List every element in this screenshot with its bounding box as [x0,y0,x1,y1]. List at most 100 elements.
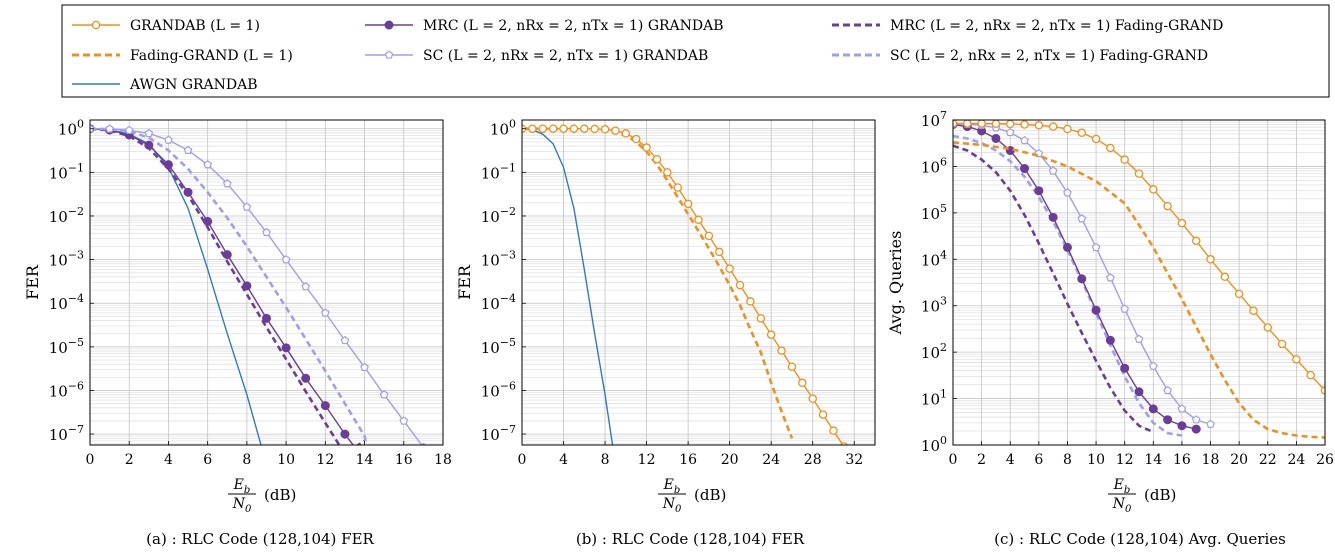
data-point-grandab_l1 [652,154,662,164]
data-point-grandab_l1 [977,120,986,128]
series-group [90,124,446,490]
x-tick-label: 2 [125,452,134,468]
data-point-mrc_grandab [380,482,388,490]
data-point-mrc_grandab [301,373,311,383]
data-point-sc_grandab [1134,334,1144,343]
data-point-grandab_l1 [1177,218,1187,228]
data-point-grandab_l1 [1120,155,1129,164]
data-point-grandab_l1 [1292,355,1301,364]
data-point-sc_grandab [301,282,311,291]
data-point-grandab_l1 [1106,143,1115,153]
legend-entry-grandab_l1: GRANDAB (L = 1) [72,18,260,34]
x-tick-label: 28 [804,452,822,468]
data-point-sc_grandab [164,135,173,144]
data-point-sc_grandab [124,125,134,134]
data-point-grandab_l1 [756,314,766,323]
data-point-sc_grandab [1048,166,1058,175]
data-point-mrc_grandab [1105,335,1115,345]
data-point-mrc_grandab [320,401,330,411]
legend-swatch-marker [91,20,101,30]
data-point-sc_grandab [1206,419,1215,428]
x-tick-label: 8 [242,452,251,468]
plot-area-frame [952,119,1326,446]
data-point-grandab_l1 [1163,201,1172,211]
data-point-mrc_grandab [1177,421,1187,431]
data-point-grandab_l1 [569,124,579,133]
data-point-grandab_l1 [538,124,548,133]
x-tick-label: 4 [164,452,173,468]
data-point-grandab_l1 [1034,121,1044,130]
data-point-mrc_grandab [262,313,271,323]
y-tick-label: 105 [921,202,947,223]
data-point-mrc_grandab [1134,387,1144,397]
data-point-sc_grandab [1063,188,1072,197]
x-tick-label: 14 [356,452,374,468]
data-point-grandab_l1 [631,134,641,144]
data-point-sc_grandab [1191,415,1201,424]
y-axis-label: FER [455,264,474,300]
series-group [953,120,1325,439]
series-line-sc_fading [90,127,368,445]
x-tick-label: 14 [1144,452,1162,468]
data-point-mrc_grandab [340,429,350,439]
x-tick-label: 20 [1230,452,1248,468]
x-label-unit: (dB) [694,486,726,504]
data-point-grandab_l1 [991,120,1001,129]
data-point-grandab_l1 [1005,120,1015,129]
data-point-mrc_grandab [144,140,154,150]
y-tick-label: 10−2 [49,205,84,226]
data-point-sc_grandab [340,335,350,345]
data-point-grandab_l1 [746,297,755,306]
x-tick-label: 2 [977,452,986,468]
data-point-grandab_l1 [829,426,838,435]
x-label-denominator: N0 [662,496,682,515]
x-tick-label: 4 [1006,452,1015,468]
y-tick-label: 10−6 [481,379,516,400]
legend-label: AWGN GRANDAB [129,77,258,93]
legend-box [61,4,1330,98]
data-point-grandab_l1 [725,264,734,273]
data-point-grandab_l1 [963,120,972,128]
data-point-grandab_l1 [590,124,599,134]
x-tick-label: 26 [1316,452,1334,468]
data-point-grandab_l1 [673,183,682,192]
grid [522,120,875,445]
data-point-grandab_l1 [1206,255,1215,264]
x-tick-label: 16 [679,452,697,468]
x-tick-label: 12 [316,452,334,468]
data-point-sc_grandab [1005,127,1015,137]
data-point-mrc_grandab [1191,424,1201,434]
x-tick-label: 16 [395,452,413,468]
x-tick-label: 10 [1087,452,1105,468]
y-tick-label: 100 [58,118,84,139]
data-point-grandab_l1 [683,199,693,209]
data-point-mrc_grandab [1062,242,1072,252]
legend-label: MRC (L = 2, nRx = 2, nTx = 1) Fading-GRA… [890,18,1223,34]
y-axis-label: Avg. Queries [886,231,905,336]
chart-panel-b: 0 4 8 12 16 20 24 28 32 100 10−1 10−2 10−3 10−4 10−5 10… [455,118,876,548]
data-point-sc_grandab [262,227,271,237]
grid [90,120,443,445]
data-point-mrc_grandab [1120,363,1130,373]
data-point-sc_grandab [1020,136,1029,145]
x-tick-label: 24 [1287,452,1305,468]
y-tick-label: 10−1 [49,161,84,182]
chart-panel-a: 0 2 4 6 8 10 12 14 16 18 100 10−1 10−2 10−3 10−4 10−5 10… [23,118,452,548]
y-tick-label: 10−4 [481,292,516,313]
data-point-mrc_grandab [1091,305,1101,315]
y-tick-label: 10−3 [49,249,84,270]
series-line-grandab_l1 [953,122,1325,391]
plot-area-frame [89,119,444,446]
legend-entry-sc_fading: SC (L = 2, nRx = 2, nTx = 1) Fading-GRAN… [832,48,1208,64]
data-point-mrc_grandab [1163,415,1173,425]
x-label-denominator: N0 [232,496,252,515]
x-tick-label: 6 [203,452,212,468]
data-point-sc_grandab [439,470,446,477]
data-point-mrc_grandab [203,216,213,226]
data-point-grandab_l1 [611,126,620,135]
x-tick-label: 12 [1116,452,1134,468]
legend-swatch-marker [384,50,394,59]
data-point-sc_grandab [183,145,193,154]
legend-label: MRC (L = 2, nRx = 2, nTx = 1) GRANDAB [423,18,724,34]
